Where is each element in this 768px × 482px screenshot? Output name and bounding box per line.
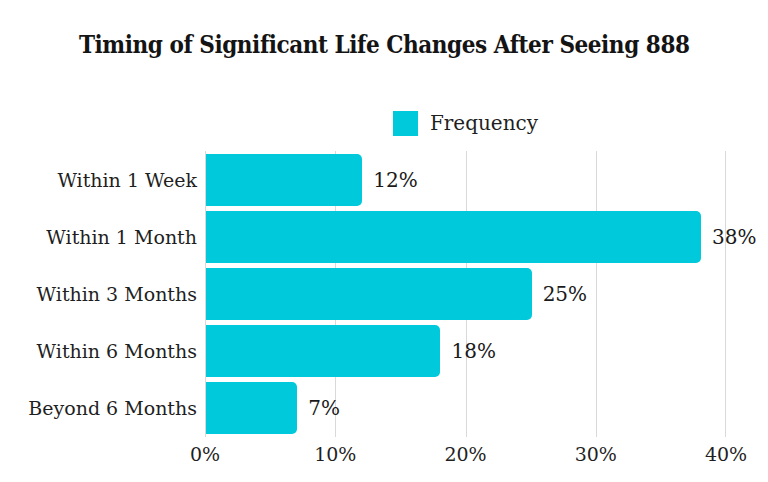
bar bbox=[206, 382, 297, 434]
bar bbox=[206, 211, 701, 263]
bar-row: 25% bbox=[205, 265, 726, 322]
bar-chart: Timing of Significant Life Changes After… bbox=[0, 0, 768, 482]
bar-value-label: 38% bbox=[712, 225, 756, 249]
x-tick-label: 40% bbox=[705, 443, 747, 465]
chart-title: Timing of Significant Life Changes After… bbox=[0, 30, 768, 59]
y-axis-category-labels: Within 1 WeekWithin 1 MonthWithin 3 Mont… bbox=[0, 151, 197, 437]
bar-row: 18% bbox=[205, 323, 726, 380]
category-label: Within 3 Months bbox=[0, 265, 197, 322]
category-label: Within 1 Month bbox=[0, 208, 197, 265]
category-label: Within 6 Months bbox=[0, 323, 197, 380]
bar-rows: 12% 38% 25% 18% 7% bbox=[205, 151, 726, 437]
x-tick-label: 20% bbox=[444, 443, 486, 465]
category-label: Beyond 6 Months bbox=[0, 380, 197, 437]
bar bbox=[206, 268, 532, 320]
category-label: Within 1 Week bbox=[0, 151, 197, 208]
x-axis-tick-labels: 0%10%20%30%40% bbox=[205, 443, 726, 471]
chart-title-text: Timing of Significant Life Changes After… bbox=[79, 30, 690, 59]
plot-area: 12% 38% 25% 18% 7% bbox=[205, 151, 726, 437]
legend: Frequency bbox=[205, 106, 726, 140]
bar-value-label: 18% bbox=[451, 339, 495, 363]
bar-value-label: 7% bbox=[308, 396, 340, 420]
legend-label: Frequency bbox=[430, 111, 538, 135]
bar-row: 7% bbox=[205, 380, 726, 437]
x-tick-label: 0% bbox=[190, 443, 220, 465]
x-tick-label: 10% bbox=[314, 443, 356, 465]
bar-row: 38% bbox=[205, 208, 726, 265]
bar-value-label: 12% bbox=[373, 168, 417, 192]
bar bbox=[206, 325, 440, 377]
legend-swatch bbox=[393, 111, 418, 136]
bar bbox=[206, 154, 362, 206]
bar-value-label: 25% bbox=[543, 282, 587, 306]
x-tick-label: 30% bbox=[575, 443, 617, 465]
bar-row: 12% bbox=[205, 151, 726, 208]
